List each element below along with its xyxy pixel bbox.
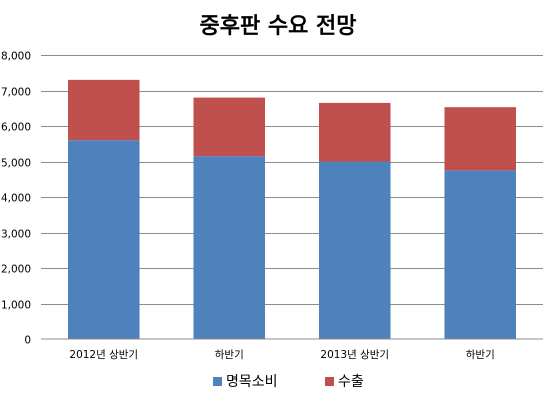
bar-수출-0: [67, 79, 140, 141]
bar-명목소비-1: [193, 156, 266, 339]
x-tick-label: 2013년 상반기: [320, 349, 389, 361]
x-tick-labels: 2012년 상반기 하반기 2013년 상반기 하반기: [69, 348, 494, 361]
bar-수출-3: [444, 107, 517, 171]
legend-swatch-명목소비: [213, 377, 222, 386]
bar-수출-2: [318, 102, 391, 162]
y-tick-label: 0: [24, 335, 31, 347]
y-tick-label: 6,000: [1, 122, 31, 134]
y-tick-label: 2,000: [1, 264, 31, 276]
legend-label-수출: 수출: [338, 374, 364, 390]
x-tick-label: 하반기: [215, 348, 244, 361]
y-tick-label: 8,000: [1, 51, 31, 63]
bars: [67, 79, 517, 339]
x-tick-label: 하반기: [466, 348, 495, 361]
y-tick-labels: 0 1,000 2,000 3,000 4,000 5,000 6,000 7,000 8,00…: [1, 51, 31, 347]
bar-명목소비-3: [444, 170, 517, 339]
y-tick-label: 7,000: [1, 87, 31, 99]
y-tick-label: 3,000: [1, 229, 31, 241]
y-tick-label: 1,000: [1, 300, 31, 312]
legend: 명목소비 수출: [213, 374, 364, 390]
legend-label-명목소비: 명목소비: [226, 374, 278, 390]
legend-swatch-수출: [325, 377, 334, 386]
bar-명목소비-0: [67, 140, 140, 339]
y-tick-label: 4,000: [1, 193, 31, 205]
x-tick-label: 2012년 상반기: [69, 349, 138, 361]
y-tick-label: 5,000: [1, 158, 31, 170]
bar-수출-1: [193, 97, 266, 157]
bar-명목소비-2: [318, 161, 391, 339]
chart-title: 중후판 수요 전망: [200, 14, 357, 39]
